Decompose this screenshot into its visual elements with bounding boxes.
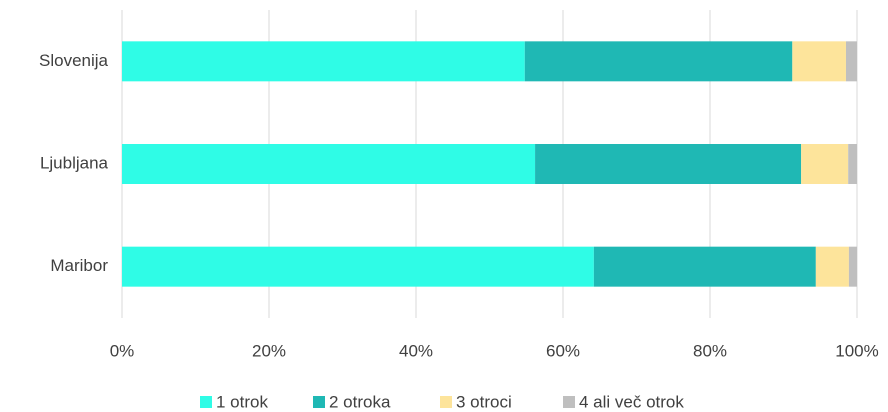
x-tick-label: 100% (835, 341, 878, 360)
y-tick-label: Maribor (50, 256, 108, 275)
legend-swatch (440, 396, 452, 408)
x-tick-label: 0% (110, 341, 135, 360)
x-tick-label: 20% (252, 341, 286, 360)
bar-segment (792, 41, 846, 82)
legend-swatch (313, 396, 325, 408)
bar-segment (593, 246, 816, 287)
bar-segment (801, 144, 849, 184)
x-tick-label: 40% (399, 341, 433, 360)
bar-segment (524, 41, 793, 82)
bar-segment (535, 144, 802, 184)
bar-segment (122, 246, 594, 287)
bar-segment (122, 41, 525, 82)
y-tick-label: Slovenija (39, 51, 109, 70)
bar-segment (122, 144, 536, 184)
legend-swatch (200, 396, 212, 408)
bar-segment (848, 144, 857, 184)
bar-segment (815, 246, 849, 287)
legend-label: 3 otroci (456, 392, 512, 411)
x-tick-label: 80% (693, 341, 727, 360)
y-tick-label: Ljubljana (40, 153, 109, 172)
bar-segment (845, 41, 857, 82)
legend-label: 2 otroka (329, 392, 391, 411)
x-tick-label: 60% (546, 341, 580, 360)
legend-label: 1 otrok (216, 392, 268, 411)
legend-label: 4 ali več otrok (579, 392, 684, 411)
legend-swatch (563, 396, 575, 408)
bar-segment (848, 246, 857, 287)
